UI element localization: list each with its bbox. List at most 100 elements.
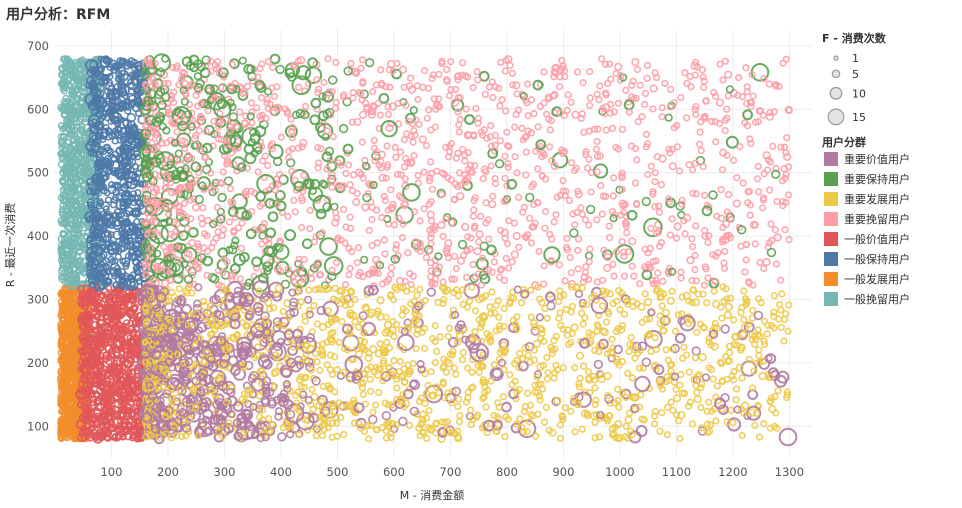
data-point: [602, 126, 610, 134]
data-point: [338, 123, 349, 134]
data-point: [253, 104, 261, 112]
data-point: [420, 205, 428, 213]
data-point: [673, 222, 682, 231]
data-point: [540, 68, 548, 76]
data-point: [543, 246, 561, 264]
data-point: [482, 199, 490, 207]
data-point: [772, 260, 781, 268]
data-point: [760, 170, 768, 178]
data-point: [63, 317, 71, 325]
data-point: [290, 196, 298, 204]
data-point: [511, 153, 519, 161]
data-point: [180, 199, 188, 207]
data-point: [420, 168, 428, 176]
data-point: [535, 247, 543, 255]
data-point: [545, 143, 554, 151]
data-point: [354, 244, 363, 252]
data-point: [585, 101, 594, 109]
data-point: [552, 211, 560, 219]
data-point: [59, 231, 67, 239]
data-point: [68, 352, 76, 360]
data-point: [593, 278, 602, 286]
data-point: [753, 175, 762, 183]
data-point: [641, 100, 649, 109]
data-point: [402, 183, 421, 202]
data-point: [718, 166, 727, 174]
data-point: [267, 211, 279, 223]
data-point: [677, 268, 685, 276]
data-point: [578, 210, 587, 218]
data-point: [371, 157, 379, 165]
data-point: [264, 87, 273, 96]
data-point: [275, 64, 285, 75]
data-point: [574, 265, 582, 273]
data-point: [725, 191, 733, 199]
data-point: [715, 98, 725, 107]
data-point: [608, 124, 617, 132]
data-point: [633, 156, 641, 164]
data-point: [469, 212, 477, 220]
data-point: [421, 67, 429, 75]
data-point: [75, 185, 83, 193]
data-point: [631, 57, 640, 67]
data-point: [400, 136, 409, 144]
data-point: [585, 204, 596, 215]
data-point: [571, 110, 580, 119]
data-point: [308, 275, 316, 283]
data-point: [391, 143, 399, 151]
data-point: [783, 134, 791, 142]
data-point: [527, 239, 536, 247]
data-point: [781, 226, 789, 234]
data-point: [419, 83, 427, 91]
data-point: [603, 79, 612, 88]
data-point: [455, 128, 463, 136]
scatter-points: [57, 53, 798, 447]
data-point: [223, 176, 234, 186]
data-point: [734, 73, 743, 82]
data-point: [342, 143, 354, 155]
data-point: [301, 238, 313, 250]
data-point: [74, 147, 82, 155]
data-point: [70, 384, 78, 392]
data-point: [183, 224, 191, 233]
data-point: [742, 256, 750, 264]
data-point: [387, 270, 395, 278]
data-point: [377, 66, 385, 74]
data-point: [749, 92, 757, 100]
data-point: [593, 137, 601, 146]
data-point: [60, 269, 69, 277]
data-point: [384, 110, 393, 118]
data-point: [766, 247, 777, 258]
data-point: [773, 197, 781, 206]
data-point: [409, 138, 417, 146]
data-point: [65, 406, 73, 414]
data-point: [522, 148, 530, 156]
data-point: [71, 61, 79, 69]
data-point: [490, 258, 498, 266]
data-point: [474, 76, 482, 84]
data-point: [717, 186, 725, 194]
data-point: [264, 161, 272, 170]
data-point: [510, 250, 519, 259]
data-point: [469, 260, 477, 269]
data-point: [696, 128, 704, 136]
data-point: [673, 143, 682, 151]
data-point: [413, 82, 421, 90]
data-point: [75, 80, 83, 88]
data-point: [540, 262, 548, 270]
data-point: [287, 115, 295, 123]
data-point: [524, 80, 532, 88]
data-point: [435, 70, 443, 78]
data-point: [67, 307, 75, 316]
data-point: [681, 69, 689, 77]
page-title: 用户分析：RFM: [6, 7, 111, 23]
data-point: [686, 256, 695, 265]
data-point: [700, 281, 709, 289]
data-point: [574, 246, 582, 254]
data-point: [365, 226, 373, 235]
data-point: [777, 276, 785, 284]
data-point: [525, 214, 534, 222]
data-point: [244, 82, 252, 90]
data-point: [630, 272, 638, 280]
data-point: [609, 174, 618, 182]
